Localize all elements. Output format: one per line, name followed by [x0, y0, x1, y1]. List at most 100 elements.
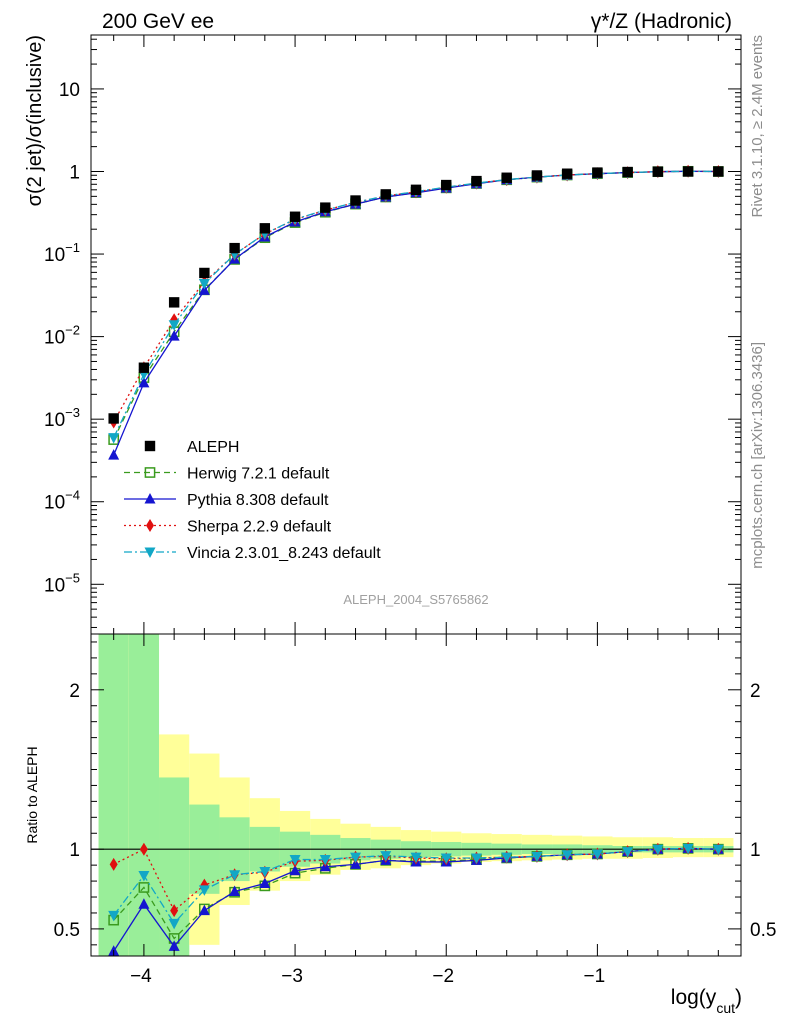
ratio-tick-label: 1 [69, 840, 80, 861]
ratio-point-vincia [138, 871, 150, 882]
x-axis-label-main: log(y [671, 986, 717, 1009]
bottom-y-axis-label: Ratio to ALEPH [24, 746, 40, 843]
ratio-point-herwig [138, 882, 150, 893]
ratio-band-inner [98, 634, 129, 956]
ratio-point-vincia [712, 844, 724, 856]
mcplots-label: mcplots.cern.ch [arXiv:1306.3436] [749, 342, 766, 569]
legend-label-aleph: ALEPH [187, 439, 239, 456]
point-aleph [531, 170, 543, 181]
ratio-point-vincia [531, 851, 543, 863]
y-tick-exponent: −3 [65, 405, 80, 420]
point-aleph [380, 189, 391, 200]
ratio-point-sherpa [109, 857, 118, 871]
legend-label-sherpa: Sherpa 2.2.9 default [187, 519, 332, 536]
series-line-sherpa [113, 170, 719, 423]
point-aleph [713, 166, 724, 177]
y-tick-exponent: −5 [65, 570, 80, 585]
rivet-version-label: Rivet 3.1.10, ≥ 2.4M events [749, 35, 766, 218]
x-tick-label: −4 [130, 966, 152, 987]
ratio-point-vincia [229, 870, 241, 881]
legend-label-vincia: Vincia 2.3.01_8.243 default [187, 545, 381, 562]
analysis-watermark: ALEPH_2004_S5765862 [343, 592, 488, 607]
legend-label-herwig: Herwig 7.2.1 default [187, 466, 330, 483]
ratio-point-vincia [622, 847, 634, 858]
point-aleph [350, 195, 361, 206]
ratio-point-vincia [470, 853, 482, 864]
ratio-tick-label: 2 [69, 681, 80, 702]
point-aleph [682, 166, 694, 177]
series-line-vincia [113, 170, 719, 438]
ratio-point-vincia [410, 852, 422, 864]
ratio-point-pythia [289, 864, 301, 876]
ratio-point-vincia [168, 918, 180, 930]
ratio-plot-series [108, 841, 724, 956]
y-tick-label: 10−3 [44, 405, 80, 431]
point-pythia [108, 449, 120, 460]
point-aleph [199, 267, 210, 279]
legend-label-pythia: Pythia 8.308 default [187, 492, 329, 509]
ratio-point-sherpa [170, 904, 179, 918]
series-line-herwig [113, 170, 719, 440]
ratio-point-vincia [652, 844, 664, 856]
x-tick-label: −1 [584, 966, 606, 987]
ratio-point-pythia [229, 885, 241, 896]
x-axis-label-sub: cut [716, 1000, 735, 1016]
x-axis-label: log(ycut) [671, 986, 742, 1016]
y-tick-base: 10 [44, 328, 65, 349]
y-tick-label: 10−1 [44, 240, 80, 266]
point-aleph [168, 297, 180, 308]
ratio-point-vincia [319, 855, 331, 866]
ratio-point-vincia [259, 867, 271, 878]
point-aleph [441, 179, 452, 191]
y-tick-exponent: −2 [65, 323, 80, 338]
y-tick-label: 10−5 [44, 570, 80, 596]
legend-marker-sherpa [146, 519, 154, 532]
point-aleph [289, 211, 301, 222]
point-pythia [138, 376, 150, 388]
ratio-point-pythia [168, 940, 180, 951]
ratio-point-pythia [198, 904, 210, 916]
y-tick-label: 10−4 [44, 488, 80, 514]
y-tick-label: 1 [69, 162, 80, 183]
ratio-tick-label: 0.5 [54, 920, 80, 941]
ratio-point-vincia [289, 855, 301, 866]
point-aleph [561, 168, 573, 179]
y-tick-base: 10 [44, 575, 65, 596]
legend-marker-vincia [144, 547, 156, 558]
point-aleph [320, 202, 331, 213]
x-tick-label: −3 [281, 966, 303, 987]
point-aleph [622, 166, 633, 178]
ratio-point-vincia [108, 910, 120, 922]
point-aleph [592, 167, 603, 178]
y-tick-base: 10 [44, 245, 65, 266]
y-tick-base: 10 [44, 410, 65, 431]
point-pythia [168, 330, 180, 341]
point-aleph [138, 362, 150, 373]
ratio-point-vincia [561, 850, 573, 861]
ratio-point-pythia [138, 898, 150, 909]
y-tick-label: 10−2 [44, 323, 80, 349]
ratio-point-vincia [350, 852, 362, 864]
point-aleph [501, 172, 512, 183]
header-left-label: 200 GeV ee [102, 10, 214, 33]
legend-marker-herwig [144, 467, 156, 478]
top-y-axis-label: σ(2 jet)/σ(inclusive) [24, 35, 46, 206]
main-plot-series [108, 164, 724, 460]
point-aleph [259, 223, 271, 234]
ratio-point-vincia [682, 843, 694, 855]
ratio-tick-label-right: 0.5 [750, 920, 776, 941]
ratio-tick-label-right: 2 [750, 681, 761, 702]
ratio-point-vincia [440, 853, 452, 864]
ratio-point-vincia [591, 849, 603, 860]
legend-marker-aleph [144, 440, 156, 452]
x-tick-label: −2 [432, 966, 454, 987]
ratio-point-vincia [198, 885, 210, 896]
point-vincia [168, 320, 180, 331]
legend-marker-pythia [144, 493, 156, 504]
point-aleph [652, 166, 664, 177]
ratio-point-pythia [259, 877, 271, 888]
legend: ALEPH Herwig 7.2.1 default Pythia 8.308 de… [124, 439, 381, 562]
point-pythia [198, 284, 210, 295]
axis-ticks [91, 35, 741, 956]
